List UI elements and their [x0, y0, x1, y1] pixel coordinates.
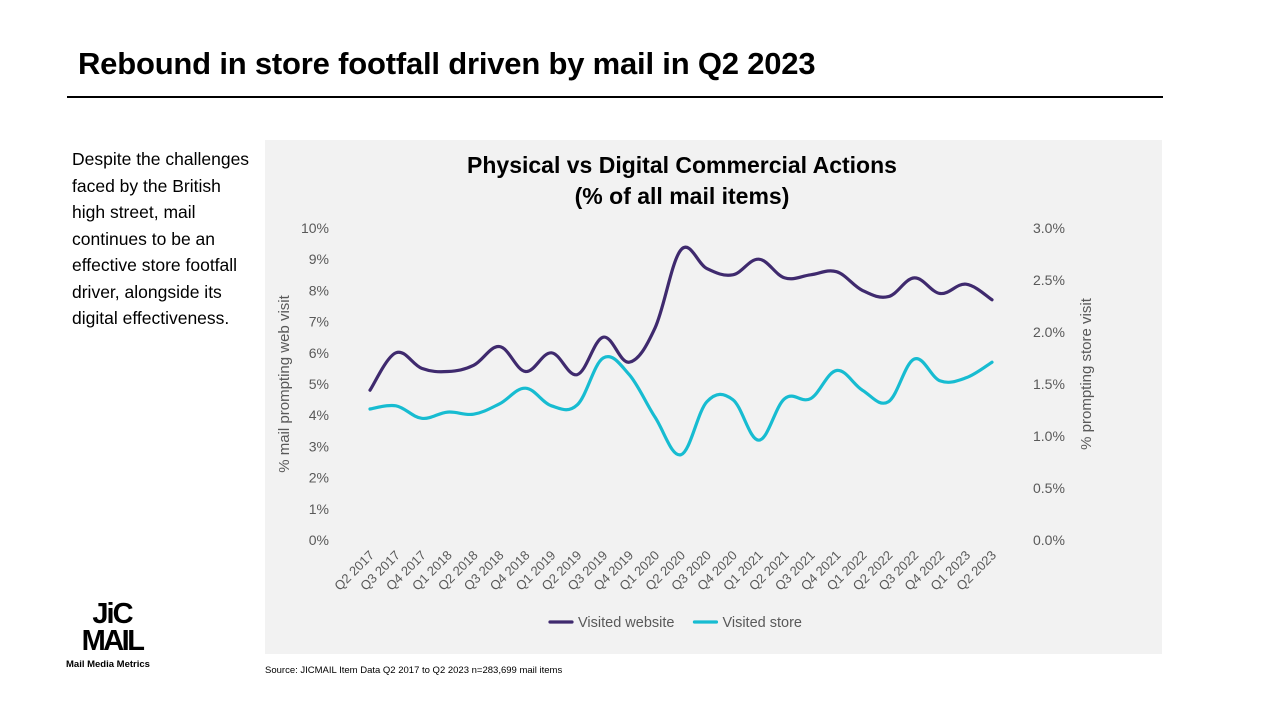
series-line-visited-website	[368, 245, 994, 392]
y-tick-left: 4%	[309, 407, 329, 423]
y-tick-left: 0%	[309, 532, 329, 548]
y-tick-right: 3.0%	[1033, 220, 1065, 236]
y-tick-right: 0.5%	[1033, 480, 1065, 496]
y-axis-ticks-right: 0.0% 0.5% 1.0% 1.5% 2.0% 2.5% 3.0%	[1033, 220, 1065, 548]
legend-label-visited-store: Visited store	[722, 615, 802, 631]
svg-text:MAIL: MAIL	[82, 625, 145, 657]
logo-tagline: Mail Media Metrics	[66, 659, 150, 670]
chart-panel: Physical vs Digital Commercial Actions (…	[265, 140, 1162, 654]
y-tick-right: 2.5%	[1033, 272, 1065, 288]
y-tick-left: 8%	[309, 282, 329, 298]
line-chart: Physical vs Digital Commercial Actions (…	[276, 152, 1095, 631]
y-tick-left: 1%	[309, 501, 329, 517]
title-divider	[67, 96, 1163, 98]
legend-label-visited-website: Visited website	[578, 615, 674, 631]
y-axis-ticks-left: 0% 1% 2% 3% 4% 5% 6% 7% 8% 9% 10%	[301, 220, 329, 548]
y-axis-label-right: % prompting store visit	[1078, 297, 1095, 450]
chart-title: Physical vs Digital Commercial Actions	[467, 152, 897, 178]
body-text: Despite the challenges faced by the Brit…	[72, 149, 250, 328]
jicmail-logo-mark: JiC MAIL	[82, 598, 147, 657]
y-axis-label-left: % mail prompting web visit	[276, 294, 293, 472]
y-tick-right: 0.0%	[1033, 532, 1065, 548]
svg-text:JiC: JiC	[92, 598, 133, 630]
y-tick-left: 7%	[309, 314, 329, 330]
chart-subtitle: (% of all mail items)	[575, 183, 790, 209]
y-tick-left: 9%	[309, 251, 329, 267]
y-tick-left: 6%	[309, 345, 329, 361]
chart-legend: Visited website Visited store	[548, 615, 802, 631]
y-tick-left: 5%	[309, 376, 329, 392]
series-line-visited-store	[368, 355, 994, 457]
y-tick-right: 1.0%	[1033, 428, 1065, 444]
jicmail-logo: JiC MAIL Mail Media Metrics	[66, 597, 166, 677]
y-tick-left: 10%	[301, 220, 329, 236]
y-tick-left: 2%	[309, 470, 329, 486]
y-tick-right: 1.5%	[1033, 376, 1065, 392]
source-note: Source: JICMAIL Item Data Q2 2017 to Q2 …	[265, 665, 563, 676]
y-tick-left: 3%	[309, 438, 329, 454]
series-lines	[368, 245, 994, 457]
slide-title: Rebound in store footfall driven by mail…	[78, 46, 816, 81]
y-tick-right: 2.0%	[1033, 324, 1065, 340]
